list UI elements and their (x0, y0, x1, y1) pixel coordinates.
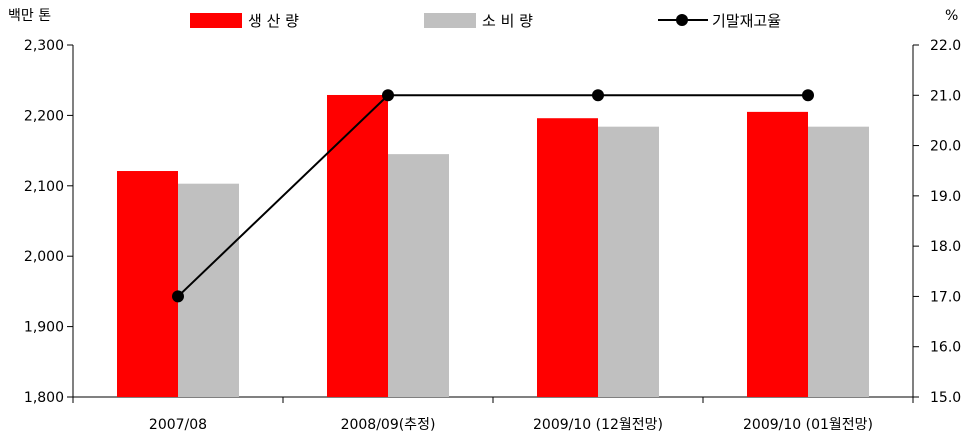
x-tick-label: 2007/08 (149, 417, 207, 433)
x-tick-label: 2008/09(추정) (341, 417, 436, 433)
legend-item-0-swatch (190, 13, 242, 28)
y-left-tick-label: 2,200 (24, 108, 64, 124)
y-right-axis-label: % (945, 8, 958, 24)
y-left-tick-label: 2,000 (24, 249, 64, 265)
ending-stock-ratio-line (177, 94, 808, 298)
y-left-axis-label: 백만 톤 (8, 8, 51, 24)
y-right-tick-label: 20.0 (930, 139, 961, 155)
y-right-tick-label: 15.0 (930, 390, 961, 406)
ending-stock-ratio-point (592, 89, 604, 102)
y-right-tick-label: 18.0 (930, 239, 961, 255)
bar-consumption (808, 126, 869, 397)
x-tick-label: 2009/10 (12월전망) (533, 417, 663, 433)
plot-area: 1,800 1,900 2,000 2,100 2,200 2,300 15.0 16.0 17… (24, 38, 961, 433)
legend-item-1-label: 소 비 량 (482, 12, 533, 30)
legend-item-2-label: 기말재고율 (712, 12, 781, 30)
bar-production (747, 111, 808, 397)
y-left-tick-label: 2,100 (24, 179, 64, 195)
y-left-tick-label: 1,900 (24, 320, 64, 336)
bar-production (117, 171, 178, 397)
y-right-tick-label: 21.0 (930, 88, 961, 104)
bar-consumption (178, 183, 239, 397)
x-tick-label: 2009/10 (01월전망) (743, 417, 873, 433)
y-right-tick-label: 19.0 (930, 189, 961, 205)
bar-production (327, 94, 388, 397)
bar-consumption (598, 126, 659, 397)
legend: 생 산 량 소 비 량 기말재고율 (190, 12, 781, 30)
ending-stock-ratio-point (382, 89, 394, 102)
legend-item-0-label: 생 산 량 (248, 12, 299, 30)
y-left-tick-label: 2,300 (24, 38, 64, 54)
y-left-tick-label: 1,800 (24, 390, 64, 406)
bar-consumption (388, 154, 449, 397)
ending-stock-ratio-point (802, 89, 814, 102)
y-right-tick-label: 16.0 (930, 340, 961, 356)
y-right-tick-label: 22.0 (930, 38, 961, 54)
legend-item-2-swatch-marker (676, 14, 688, 26)
bar-production (537, 118, 598, 397)
legend-item-1-swatch (424, 13, 476, 28)
ending-stock-ratio-point (172, 290, 184, 303)
y-right-tick-label: 17.0 (930, 289, 961, 305)
